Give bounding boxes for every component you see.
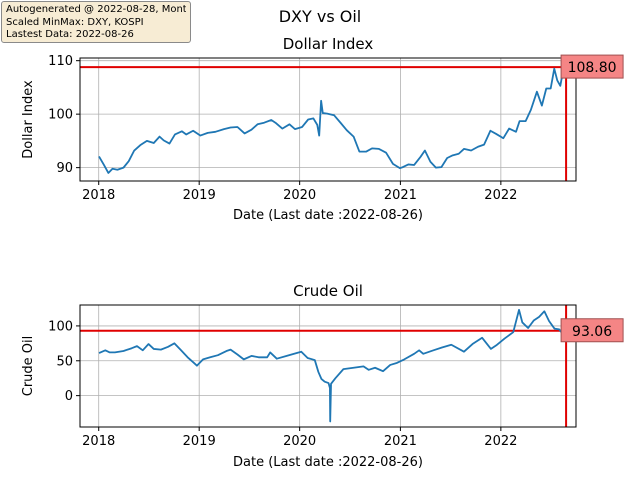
y-tick-label: 110: [48, 54, 73, 69]
reference-lines: [80, 58, 576, 181]
x-tick-label: 2020: [283, 434, 316, 449]
info-box: Autogenerated @ 2022-08-28, Monthly Scal…: [1, 1, 191, 43]
chart-title: Dollar Index: [283, 35, 374, 53]
last-value-box: [560, 318, 624, 343]
dollar-index-series-line: [98, 66, 567, 174]
crude-oil-series-line: [98, 308, 567, 423]
figure-title: DXY vs Oil: [278, 7, 362, 26]
chart-title: Crude Oil: [293, 282, 363, 300]
last-value-annotation: 93.06: [560, 318, 624, 343]
y-tick-label: 50: [56, 354, 73, 369]
y-axis-label: Dollar Index: [21, 80, 36, 159]
last-value-box: [560, 54, 624, 79]
x-tick-label: 2019: [183, 188, 216, 203]
axis-ticks: 2018 2019 2020 2021 2022 90 100 110: [48, 54, 517, 203]
axes-frame: [79, 304, 577, 428]
last-value-text: 93.06: [572, 324, 612, 340]
grid: [80, 305, 576, 427]
last-value-text: 108.80: [568, 60, 617, 76]
info-line: Lastest Data: 2022-08-26: [6, 29, 134, 40]
y-tick-label: 90: [56, 161, 73, 176]
y-axis-label: Crude Oil: [21, 336, 36, 397]
info-line: Scaled MinMax: DXY, KOSPI: [6, 16, 144, 28]
crude-oil-panel: Crude Oil 2018 2019 2020 2021 2022 0 50 100 Dat…: [21, 282, 624, 470]
x-tick-label: 2018: [82, 188, 115, 203]
reference-lines: [80, 305, 576, 427]
info-line: Autogenerated @ 2022-08-28, Monthly: [6, 4, 186, 15]
y-tick-label: 100: [48, 108, 73, 123]
x-tick-label: 2018: [82, 434, 115, 449]
x-tick-label: 2022: [484, 434, 517, 449]
x-tick-label: 2021: [384, 434, 417, 449]
y-tick-label: 100: [48, 319, 73, 334]
x-tick-label: 2022: [484, 188, 517, 203]
x-axis-label: Date (Last date :2022-08-26): [233, 455, 423, 470]
x-tick-label: 2020: [283, 188, 316, 203]
dollar-index-panel: Dollar Index 2018 2019 2020 2021 2022 90 100 11…: [21, 35, 624, 223]
x-tick-label: 2019: [183, 434, 216, 449]
last-value-annotation: 108.80: [560, 54, 624, 79]
axis-ticks: 2018 2019 2020 2021 2022 0 50 100: [48, 319, 517, 449]
y-tick-label: 0: [65, 389, 73, 404]
x-tick-label: 2021: [384, 188, 417, 203]
x-axis-label: Date (Last date :2022-08-26): [233, 208, 423, 223]
grid: [80, 58, 576, 181]
axes-frame: [79, 57, 577, 182]
